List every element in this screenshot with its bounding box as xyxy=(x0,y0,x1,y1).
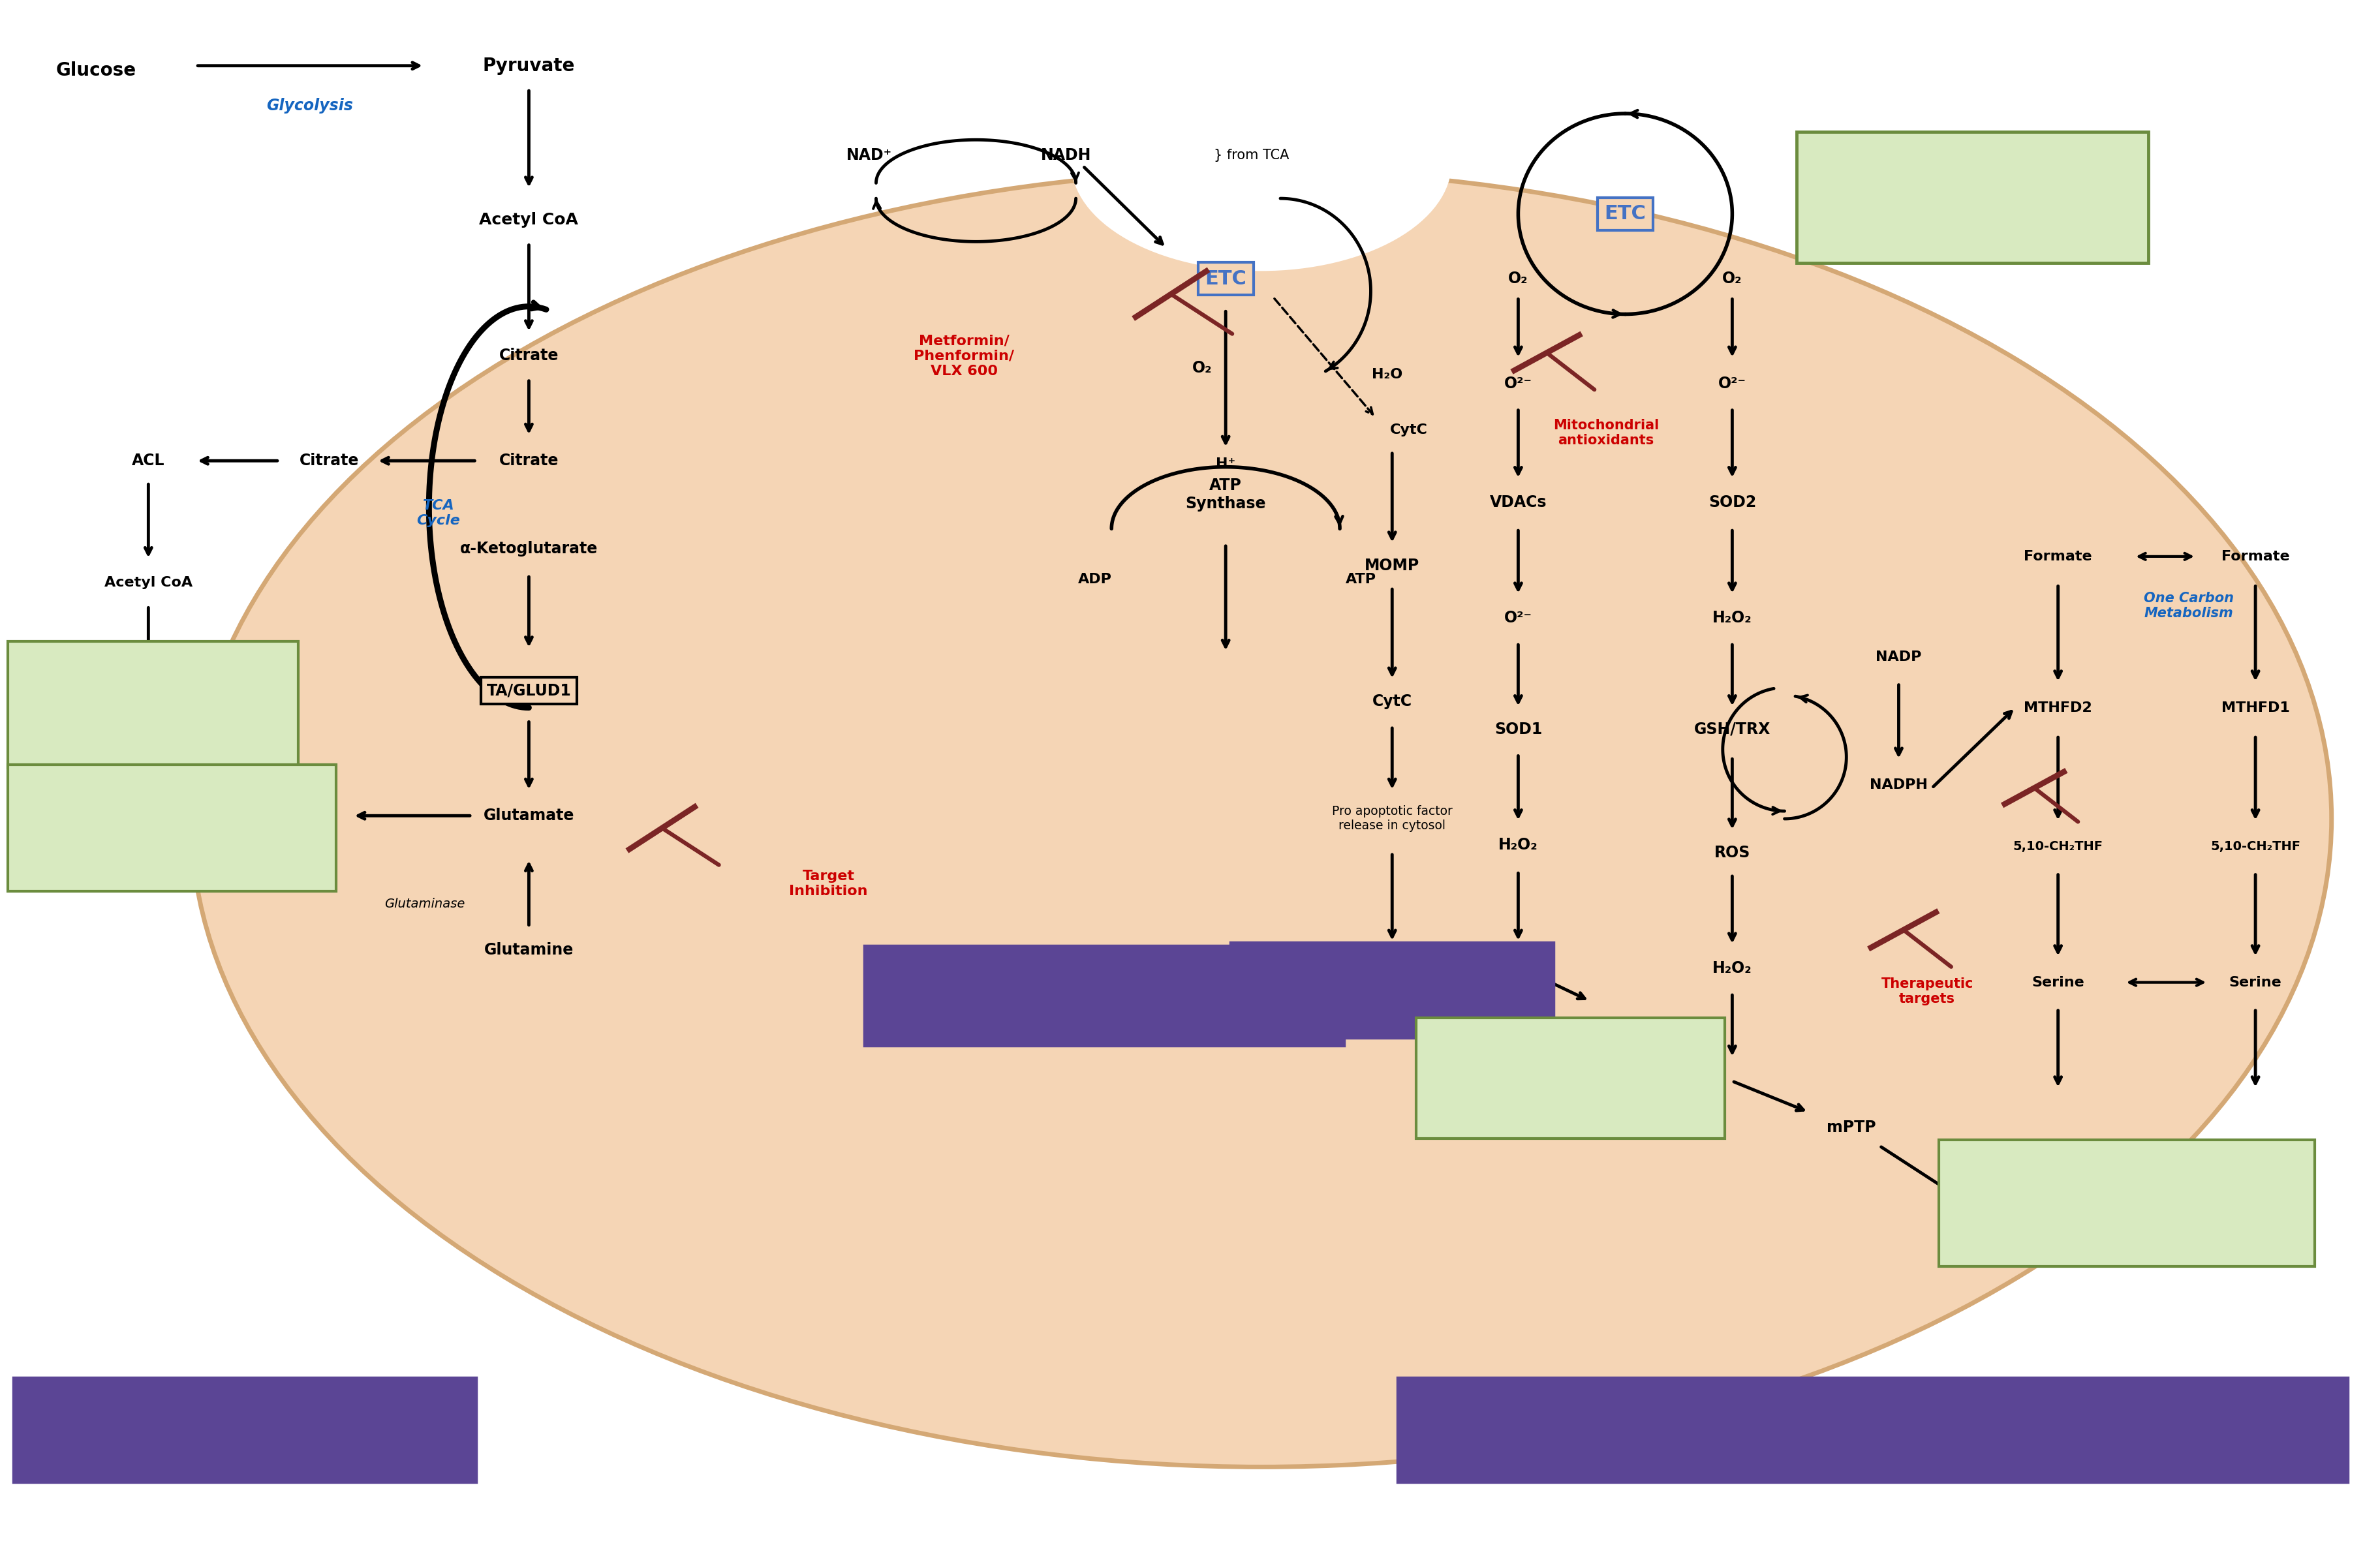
Text: ATP
Synthase: ATP Synthase xyxy=(1185,477,1266,511)
Text: Serine: Serine xyxy=(2033,976,2085,989)
FancyBboxPatch shape xyxy=(1797,131,2149,263)
Text: SOD2: SOD2 xyxy=(1709,494,1756,510)
FancyBboxPatch shape xyxy=(7,765,336,891)
Text: NECROTIC CELL
DEATH: NECROTIC CELL DEATH xyxy=(2068,1190,2185,1217)
Text: REDOX SIGNALLING AND BALANCE: REDOX SIGNALLING AND BALANCE xyxy=(1687,1421,2056,1438)
Text: 5,10-CH₂THF: 5,10-CH₂THF xyxy=(2211,840,2301,853)
FancyBboxPatch shape xyxy=(2094,0,2380,278)
Text: H₂O₂: H₂O₂ xyxy=(1714,961,1752,976)
Text: CytC: CytC xyxy=(1390,423,1428,436)
Text: Glutamine: Glutamine xyxy=(483,942,574,958)
FancyBboxPatch shape xyxy=(1416,1018,1726,1139)
Text: Glutaminase: Glutaminase xyxy=(383,898,464,910)
Text: ATP: ATP xyxy=(1347,573,1376,586)
Text: Therapeutic
targets: Therapeutic targets xyxy=(1880,978,1973,1006)
Text: MOMP: MOMP xyxy=(1364,558,1418,573)
Text: Pro apoptotic factor
release in cytosol: Pro apoptotic factor release in cytosol xyxy=(1333,805,1452,833)
Text: TCA
Cycle: TCA Cycle xyxy=(416,499,459,527)
Text: Metformin/
Phenformin/
VLX 600: Metformin/ Phenformin/ VLX 600 xyxy=(914,334,1014,377)
FancyBboxPatch shape xyxy=(1397,1378,2349,1482)
Text: mPTP: mPTP xyxy=(1825,1120,1875,1136)
FancyBboxPatch shape xyxy=(1940,1140,2316,1267)
Text: SOD1: SOD1 xyxy=(1495,722,1542,737)
Text: Acetyl CoA: Acetyl CoA xyxy=(478,212,578,227)
Ellipse shape xyxy=(190,170,2332,1466)
Text: Glutamate: Glutamate xyxy=(483,808,574,823)
Text: REDOX
SIGNALLING: REDOX SIGNALLING xyxy=(1523,1065,1616,1092)
Text: NADH: NADH xyxy=(1040,147,1092,164)
FancyBboxPatch shape xyxy=(12,1378,476,1482)
Text: Glucose: Glucose xyxy=(55,62,136,79)
Text: BIOENERGETICS: BIOENERGETICS xyxy=(1016,987,1195,1006)
Text: Formate: Formate xyxy=(2023,550,2092,562)
Text: Target
Inhibition: Target Inhibition xyxy=(790,870,869,898)
Text: H₂O: H₂O xyxy=(1371,368,1402,382)
Text: H₂O₂: H₂O₂ xyxy=(1714,610,1752,626)
Text: CytC: CytC xyxy=(1373,694,1411,709)
FancyBboxPatch shape xyxy=(7,641,297,768)
Text: NAD⁺: NAD⁺ xyxy=(845,147,892,164)
FancyBboxPatch shape xyxy=(1230,942,1554,1038)
Ellipse shape xyxy=(1071,56,1452,270)
Text: O₂: O₂ xyxy=(1192,360,1211,375)
Text: Acetyl CoA: Acetyl CoA xyxy=(105,576,193,589)
Text: TA/GLUD1: TA/GLUD1 xyxy=(486,683,571,698)
Text: ADP: ADP xyxy=(1078,573,1111,586)
Text: } from TCA: } from TCA xyxy=(1214,148,1290,162)
Text: APOPTOSIS: APOPTOSIS xyxy=(1330,981,1454,1000)
Text: Citrate: Citrate xyxy=(300,453,359,468)
Text: MTHFD1: MTHFD1 xyxy=(2221,701,2290,714)
Text: ETC: ETC xyxy=(1204,269,1247,287)
Text: BIOSYNTHESIS: BIOSYNTHESIS xyxy=(164,1420,328,1440)
Text: GSH/TRX: GSH/TRX xyxy=(1695,722,1771,737)
Text: Formate: Formate xyxy=(2221,550,2290,562)
Text: ACL: ACL xyxy=(131,453,164,468)
Text: Citrate: Citrate xyxy=(500,453,559,468)
Text: NADP: NADP xyxy=(1875,650,1921,663)
Text: MTHFD2: MTHFD2 xyxy=(2023,701,2092,714)
Text: O₂: O₂ xyxy=(1509,270,1528,286)
Text: Pyruvate: Pyruvate xyxy=(483,57,576,74)
Text: O²⁻: O²⁻ xyxy=(1504,610,1533,626)
Text: H⁺: H⁺ xyxy=(1216,457,1235,470)
Text: Mitochondrial
antioxidants: Mitochondrial antioxidants xyxy=(1554,419,1659,447)
Text: H₂O₂: H₂O₂ xyxy=(1499,837,1537,853)
Text: ROS: ROS xyxy=(1714,845,1749,861)
Text: O₂: O₂ xyxy=(1723,270,1742,286)
Text: VDACs: VDACs xyxy=(1490,494,1547,510)
Text: ETC: ETC xyxy=(1604,204,1647,224)
Text: REDOX
BALANCE: REDOX BALANCE xyxy=(1928,181,2018,216)
Text: NADPH: NADPH xyxy=(1871,779,1928,791)
Text: Glycolysis: Glycolysis xyxy=(267,97,355,114)
Text: α-Ketoglutarate: α-Ketoglutarate xyxy=(459,541,597,556)
Text: 5,10-CH₂THF: 5,10-CH₂THF xyxy=(2013,840,2104,853)
FancyBboxPatch shape xyxy=(864,946,1345,1046)
Text: Glutathione
synthesis: Glutathione synthesis xyxy=(126,814,217,842)
Text: O²⁻: O²⁻ xyxy=(1718,375,1747,391)
Text: One Carbon
Metabolism: One Carbon Metabolism xyxy=(2144,592,2235,620)
Text: Fatty acid
synthesis: Fatty acid synthesis xyxy=(114,691,190,718)
Text: Serine: Serine xyxy=(2230,976,2282,989)
Text: O²⁻: O²⁻ xyxy=(1504,375,1533,391)
Text: Citrate: Citrate xyxy=(500,348,559,363)
